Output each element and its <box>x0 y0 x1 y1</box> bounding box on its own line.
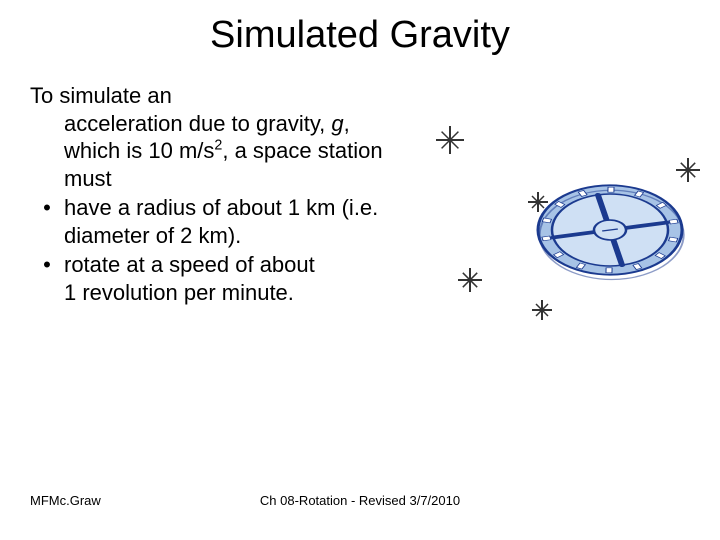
intro-rest: acceleration due to gravity, g, which is… <box>30 110 390 193</box>
body-text: To simulate an acceleration due to gravi… <box>30 82 390 306</box>
page-title: Simulated Gravity <box>0 0 720 57</box>
intro-line1: To simulate an <box>30 83 172 108</box>
bullet-marker: • <box>30 194 64 249</box>
footer-chapter: Ch 08-Rotation - Revised 3/7/2010 <box>0 493 720 508</box>
bullet-1: • have a radius of about 1 km (i.e. diam… <box>30 194 390 249</box>
space-station-illustration <box>410 110 700 340</box>
bullet-marker: • <box>30 251 64 306</box>
bullet-1-text: have a radius of about 1 km (i.e. diamet… <box>64 194 390 249</box>
bullet-2-text: rotate at a speed of about1 revolution p… <box>64 251 390 306</box>
intro-paragraph: To simulate an acceleration due to gravi… <box>30 82 390 192</box>
bullet-2: • rotate at a speed of about1 revolution… <box>30 251 390 306</box>
